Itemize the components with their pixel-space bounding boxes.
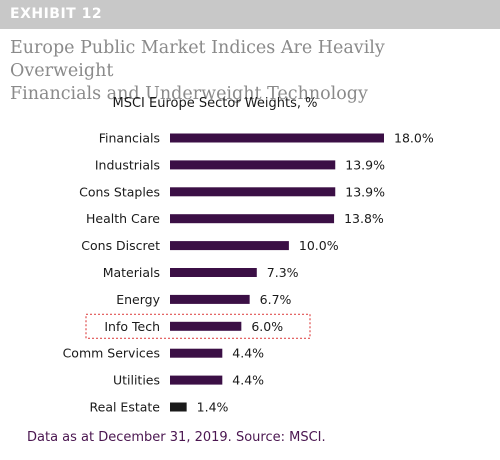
bar bbox=[170, 133, 384, 143]
value-label: 1.4% bbox=[197, 400, 229, 415]
bar bbox=[170, 375, 223, 385]
bar bbox=[170, 402, 187, 412]
category-label: Industrials bbox=[95, 157, 160, 172]
value-label: 13.9% bbox=[345, 157, 385, 172]
exhibit-label: EXHIBIT 12 bbox=[10, 6, 103, 22]
footnote: Data as at December 31, 2019. Source: MS… bbox=[27, 430, 326, 445]
value-label: 6.0% bbox=[251, 319, 283, 334]
category-label: Cons Staples bbox=[79, 184, 160, 199]
category-label: Materials bbox=[103, 265, 160, 280]
value-label: 13.8% bbox=[344, 211, 384, 226]
bar bbox=[170, 214, 335, 224]
bar bbox=[170, 348, 223, 358]
headline: Europe Public Market Indices Are Heavily… bbox=[10, 37, 490, 106]
bar bbox=[170, 241, 289, 251]
bars-group: Financials 18.0% Industrials 13.9% Cons Stap… bbox=[63, 131, 434, 415]
category-label: Comm Services bbox=[63, 346, 160, 361]
value-label: 4.4% bbox=[232, 373, 264, 388]
value-label: 7.3% bbox=[267, 265, 299, 280]
bar bbox=[170, 268, 257, 277]
category-label: Financials bbox=[99, 131, 160, 146]
category-label: Real Estate bbox=[90, 400, 161, 415]
chart-title: MSCI Europe Sector Weights, % bbox=[112, 96, 318, 111]
headline-line-1: Europe Public Market Indices Are Heavily… bbox=[10, 38, 385, 81]
bar bbox=[170, 187, 336, 197]
value-label: 13.9% bbox=[345, 184, 385, 199]
category-label: Info Tech bbox=[104, 319, 160, 334]
value-label: 18.0% bbox=[394, 131, 434, 146]
headline-line-2: Financials and Underweight Technology bbox=[10, 84, 368, 104]
category-label: Energy bbox=[116, 292, 160, 307]
value-label: 6.7% bbox=[260, 292, 292, 307]
highlight-box bbox=[85, 313, 311, 339]
exhibit-banner: EXHIBIT 12 bbox=[0, 0, 500, 29]
value-label: 10.0% bbox=[299, 238, 339, 253]
value-label: 4.4% bbox=[232, 346, 264, 361]
bar bbox=[170, 160, 336, 170]
sector-weights-chart: Financials 18.0% Industrials 13.9% Cons Stap… bbox=[63, 131, 434, 415]
bar bbox=[170, 321, 242, 331]
bar bbox=[170, 294, 250, 304]
category-label: Health Care bbox=[86, 211, 160, 226]
category-label: Utilities bbox=[113, 373, 160, 388]
category-label: Cons Discret bbox=[81, 238, 160, 253]
